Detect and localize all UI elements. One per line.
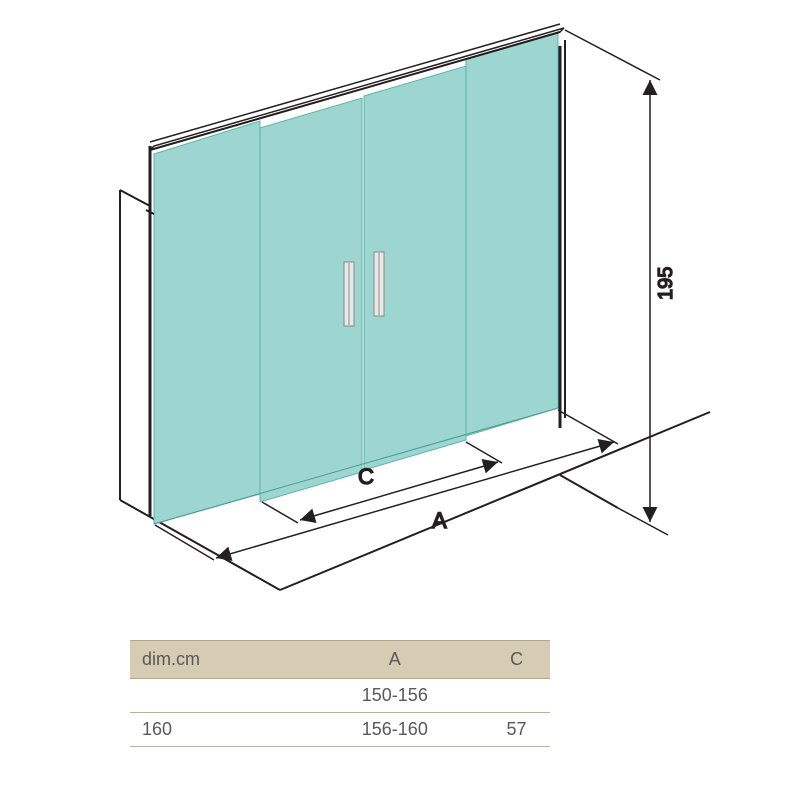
height-label: 195 bbox=[655, 267, 677, 300]
handle-right bbox=[374, 252, 384, 316]
width-label: A bbox=[432, 508, 447, 533]
col-dim: dim.cm bbox=[130, 641, 306, 679]
table-row: 160 156-160 57 bbox=[130, 713, 550, 747]
table-row: 150-156 bbox=[130, 679, 550, 713]
dimension-table: dim.cm A C 150-156 160 156-160 57 bbox=[130, 640, 550, 747]
col-a: A bbox=[306, 641, 483, 679]
opening-label: C bbox=[358, 464, 374, 489]
shower-enclosure bbox=[150, 24, 565, 524]
dim-height: 195 bbox=[565, 30, 677, 535]
col-c: C bbox=[483, 641, 550, 679]
handle-left bbox=[344, 262, 354, 326]
